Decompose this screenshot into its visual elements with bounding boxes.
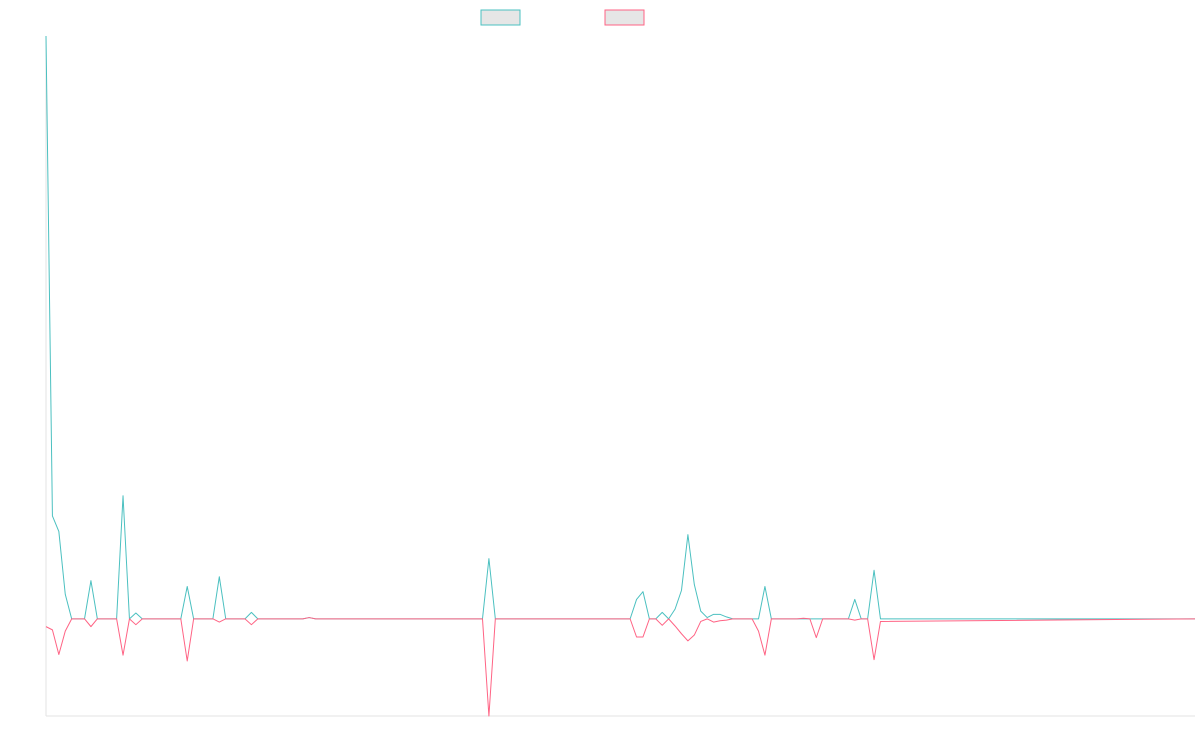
legend-swatch-1[interactable] [480,9,521,26]
series-line-2 [45,617,1196,717]
legend [480,9,645,26]
axes [45,36,1195,717]
series-layer [45,35,1196,717]
series-line-1 [45,35,1195,620]
legend-swatch-2[interactable] [604,9,645,26]
